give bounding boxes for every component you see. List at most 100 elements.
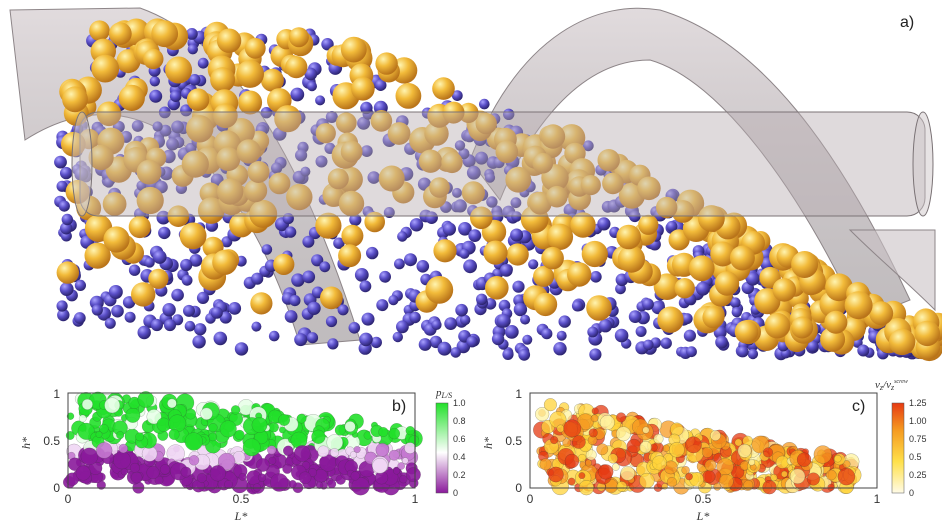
small-particle xyxy=(169,90,182,102)
small-particle xyxy=(111,304,124,318)
small-particle xyxy=(628,310,642,323)
c-cell xyxy=(762,480,777,495)
small-particle xyxy=(666,220,678,232)
b-cell xyxy=(104,397,121,414)
large-particle xyxy=(179,222,207,250)
small-particle xyxy=(304,67,318,81)
small-particle xyxy=(180,104,193,117)
small-particle xyxy=(512,280,525,293)
small-particle xyxy=(589,348,602,361)
small-particle xyxy=(104,317,116,329)
c-cell xyxy=(596,443,609,456)
large-particle xyxy=(210,67,236,93)
large-particle xyxy=(533,265,555,287)
b-cell xyxy=(298,471,312,485)
c-cell xyxy=(842,460,851,469)
small-particle xyxy=(57,308,70,322)
small-particle xyxy=(397,231,408,242)
large-particle xyxy=(533,292,558,317)
c-cell xyxy=(651,455,667,471)
small-particle xyxy=(189,254,203,267)
small-particle xyxy=(416,260,430,273)
c-cell xyxy=(585,449,597,461)
b-cell xyxy=(113,451,131,470)
small-particle xyxy=(409,311,421,324)
small-particle xyxy=(294,333,308,347)
large-particle xyxy=(532,152,554,174)
small-particle xyxy=(466,165,481,180)
large-particle xyxy=(364,211,386,233)
small-particle xyxy=(171,120,185,134)
b-cell xyxy=(267,445,277,455)
b-cell xyxy=(399,475,408,484)
large-particle xyxy=(128,215,151,239)
screw-blade-edge xyxy=(848,229,936,312)
small-particle xyxy=(149,76,160,87)
small-particle xyxy=(453,199,467,213)
small-particle xyxy=(484,172,496,183)
large-particle xyxy=(616,224,641,250)
large-particle xyxy=(888,328,916,356)
b-cell xyxy=(388,427,401,440)
large-particle xyxy=(102,192,127,216)
small-particle xyxy=(150,318,163,332)
small-particle xyxy=(522,334,533,345)
small-particle xyxy=(327,338,339,350)
b-cell xyxy=(278,426,286,434)
large-particle xyxy=(186,115,214,143)
small-particle xyxy=(376,299,389,312)
small-particle xyxy=(404,253,417,267)
small-particle xyxy=(289,295,301,307)
b-cell xyxy=(350,471,360,481)
b-cb-tick-5: 1.0 xyxy=(453,398,466,408)
b-cell xyxy=(66,412,75,420)
c-cell xyxy=(713,482,722,491)
small-particle xyxy=(442,222,456,236)
large-particle xyxy=(322,185,344,207)
c-cell xyxy=(734,438,743,447)
b-cell xyxy=(405,467,421,483)
b-cell xyxy=(130,471,143,484)
small-particle xyxy=(681,313,693,325)
small-particle xyxy=(187,44,198,55)
small-particle xyxy=(186,28,198,40)
small-particle xyxy=(715,335,728,349)
b-cell xyxy=(349,451,357,459)
large-particle xyxy=(387,122,411,145)
small-particle xyxy=(302,270,316,284)
large-particle xyxy=(62,86,88,113)
small-particle xyxy=(388,295,399,306)
large-particle xyxy=(674,278,695,299)
b-cell xyxy=(278,414,291,426)
large-particle xyxy=(424,121,449,146)
b-cell xyxy=(78,414,87,423)
large-particle xyxy=(418,149,443,173)
small-particle xyxy=(171,288,184,302)
small-particle xyxy=(556,330,567,341)
small-particle xyxy=(59,222,73,235)
c-cell xyxy=(837,467,856,486)
large-particle xyxy=(285,56,308,79)
small-particle xyxy=(295,149,308,162)
large-particle xyxy=(273,253,295,275)
c-cell xyxy=(825,469,837,481)
small-particle xyxy=(468,229,482,243)
c-ytick-0: 0 xyxy=(515,481,522,495)
b-cell xyxy=(200,407,213,421)
small-particle xyxy=(164,319,176,332)
large-particle xyxy=(197,197,225,224)
small-particle xyxy=(451,90,463,101)
large-particle xyxy=(315,212,342,239)
small-particle xyxy=(307,301,321,315)
large-particle xyxy=(729,245,755,271)
large-particle xyxy=(118,84,145,111)
small-particle xyxy=(166,137,179,151)
large-particle xyxy=(772,278,797,302)
small-particle xyxy=(458,222,472,236)
c-ytick-1: 0.5 xyxy=(505,434,522,448)
large-particle xyxy=(540,124,566,149)
large-particle xyxy=(108,22,132,46)
small-particle xyxy=(513,302,528,317)
small-particle xyxy=(683,329,697,342)
b-cell xyxy=(168,428,180,440)
